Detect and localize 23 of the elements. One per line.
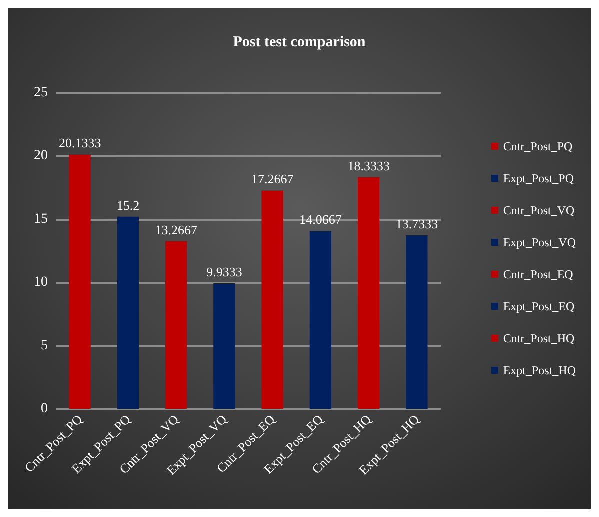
data-label: 13.7333 [396,216,438,232]
legend-label: Cntr_Post_EQ [503,268,574,282]
data-label: 18.3333 [348,158,390,174]
legend-label: Cntr_Post_HQ [503,332,576,346]
data-label: 20.1333 [58,136,102,151]
data-label: 9.9333 [206,264,242,280]
y-tick-label: 10 [34,275,48,290]
y-tick-label: 5 [41,338,48,354]
data-label: 14.0667 [300,212,342,228]
legend-label: Expt_Post_PQ [503,172,574,186]
data-label: 13.2667 [155,222,198,238]
y-tick-label: 25 [34,86,48,100]
legend-label: Cntr_Post_VQ [503,204,576,218]
legend-label: Expt_Post_VQ [503,236,576,250]
legend-label: Cntr_Post_PQ [503,140,574,154]
data-label: 17.2667 [251,172,294,187]
chart-title: Post test comparison [233,34,366,50]
legend-label: Expt_Post_HQ [503,364,576,378]
y-tick-label: 20 [34,148,48,164]
legend-label: Expt_Post_EQ [503,300,575,314]
y-tick-label: 15 [34,212,48,227]
y-tick-label: 0 [41,402,48,416]
data-label: 15.2 [116,198,140,213]
